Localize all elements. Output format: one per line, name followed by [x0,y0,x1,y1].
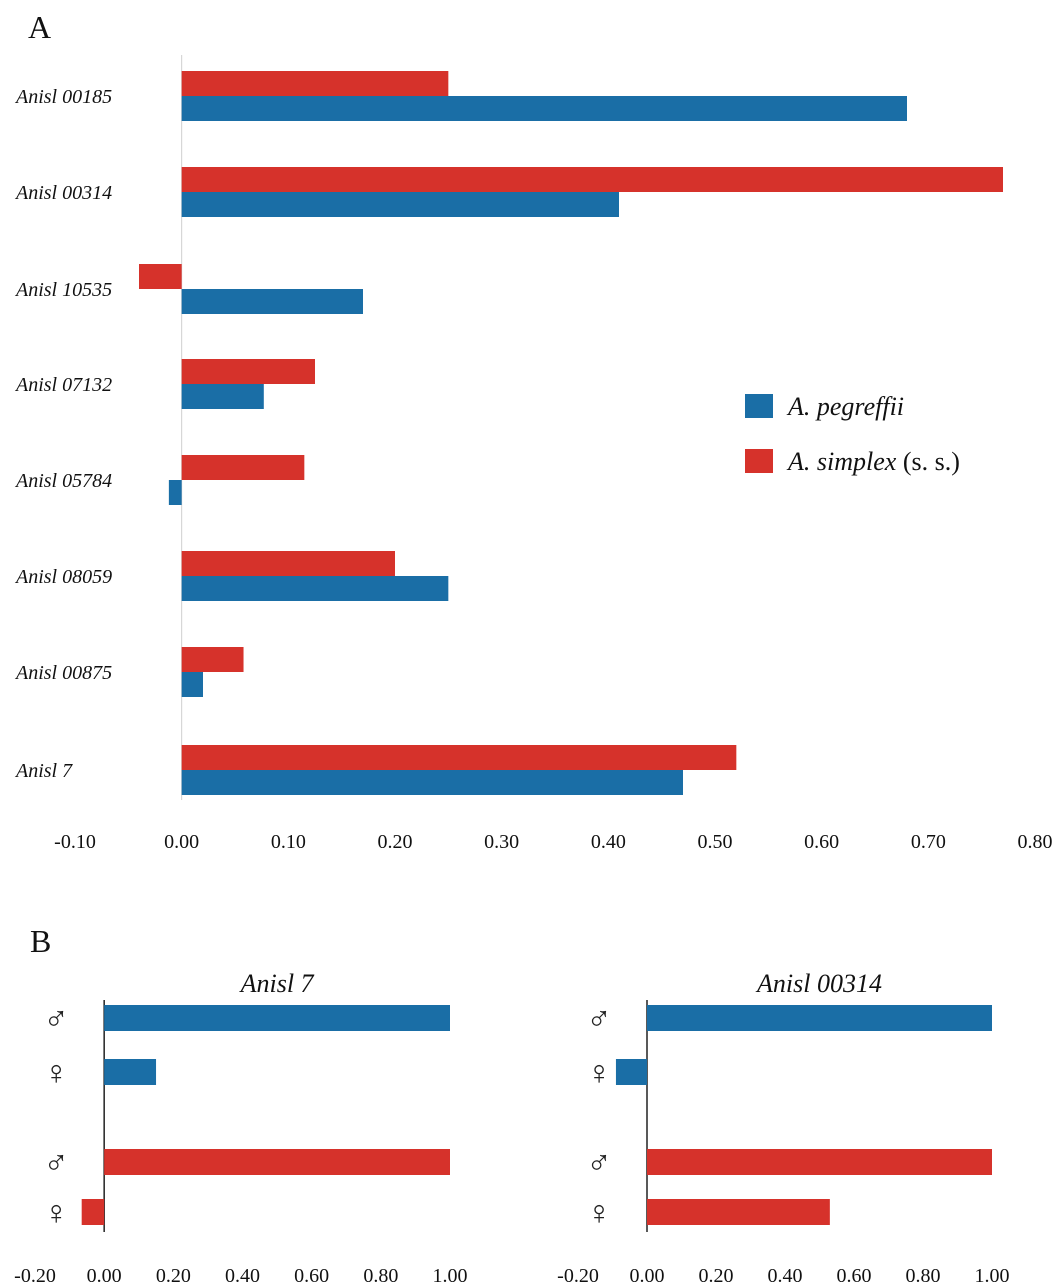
panel-b-left-male-symbol: ♂ [43,1145,69,1182]
panel-b-right-bar-female-a-pegreffii [615,1059,647,1085]
panel-b-left-bar-male-a-pegreffii [104,1005,451,1031]
panel-b-right-x-tick-label: 0.60 [837,1265,872,1285]
panel-b-left-male-symbol: ♂ [43,1001,69,1038]
category-label-anisl-10535: Anisl 10535 [14,279,112,301]
panel-b-right-male-symbol: ♂ [586,1145,612,1182]
panel-a-chart: Anisl 00185 Anisl 00314 Anisl 10535 Anisl 0… [14,55,1053,853]
panel-b-right-bar-female-a-simplex-s-s [647,1199,830,1225]
panel-b-left-title: Anisl 7 [239,969,315,998]
panel-a-x-tick-label: 0.10 [271,831,306,853]
panel-b-right-x-tick-label: 0.00 [630,1265,665,1285]
panel-b-right-x-tick-label: 0.20 [699,1265,734,1285]
panel-a-x-tick-label: 0.40 [591,831,626,853]
panel-b-left-x-tick-label: 0.80 [363,1265,398,1285]
bar-a-simplex-s-s-anisl-00185 [181,71,449,96]
bar-a-pegreffii-anisl-07132 [181,384,264,409]
panel-b-left-bar-female-a-simplex-s-s [81,1199,105,1225]
legend-swatch-a-pegreffii [745,394,773,418]
bar-a-simplex-s-s-anisl-08059 [181,551,395,576]
panel-a-x-tick-label: 0.50 [698,831,733,853]
bar-a-pegreffii-anisl-05784 [168,480,182,505]
category-label-anisl-00875: Anisl 00875 [14,662,112,684]
panel-b-left-x-tick-label: 1.00 [433,1265,468,1285]
panel-a-x-tick-label: 0.70 [911,831,946,853]
panel-b-right-x-tick-label: 1.00 [975,1265,1010,1285]
panel-a-x-tick-label: 0.30 [484,831,519,853]
legend-label-a-simplex-s-s: A. simplex (s. s.) [786,447,960,476]
panel-b-right-bar-male-a-pegreffii [647,1005,992,1031]
panel-b-left-x-tick-label: 0.40 [225,1265,260,1285]
panel-b-left-female-symbol: ♀ [43,1195,69,1232]
panel-b-right-x-tick-label: 0.40 [768,1265,803,1285]
panel-a-x-tick-label: 0.80 [1018,831,1053,853]
bar-a-pegreffii-anisl-08059 [181,576,449,601]
bar-a-simplex-s-s-anisl-10535 [139,264,182,289]
panel-b-right-male-symbol: ♂ [586,1001,612,1038]
bar-a-pegreffii-anisl-00314 [181,192,619,217]
bar-a-pegreffii-anisl-10535 [181,289,363,314]
panel-b-right-chart: Anisl 00314 ♂ ♀ ♂ ♀ -0.20 0.00 0.20 0.40 0.60 0.80… [557,969,1009,1285]
panel-b-right-female-symbol: ♀ [586,1055,612,1092]
panel-b-right-x-tick-label: 0.80 [906,1265,941,1285]
panel-b-left-bar-female-a-pegreffii [104,1059,157,1085]
panel-a-x-tick-label: 0.00 [164,831,199,853]
panel-b-right-title: Anisl 00314 [755,969,882,998]
legend-swatch-a-simplex-s-s [745,449,773,473]
category-label-anisl-08059: Anisl 08059 [14,566,112,588]
legend-label-a-pegreffii: A. pegreffii [786,392,904,421]
panel-b-left-x-tick-label: 0.00 [87,1265,122,1285]
panel-b-left-female-symbol: ♀ [43,1055,69,1092]
panel-a-x-tick-label: -0.10 [54,831,96,853]
bar-a-simplex-s-s-anisl-00314 [181,167,1003,192]
category-label-anisl-00314: Anisl 00314 [14,182,112,204]
panel-b-right-bar-male-a-simplex-s-s [647,1149,992,1175]
bar-a-pegreffii-anisl-00185 [181,96,907,121]
panel-b-left-chart: Anisl 7 ♂ ♀ ♂ ♀ -0.20 0.00 0.20 0.40 0.60 0.80 1.00 [14,969,467,1285]
legend: A. pegreffii A. simplex (s. s.) [745,392,960,476]
panel-a-x-tick-label: 0.60 [804,831,839,853]
panel-b-left-x-tick-label: 0.60 [294,1265,329,1285]
category-label-anisl-07132: Anisl 07132 [14,374,112,396]
bar-a-simplex-s-s-anisl-00875 [181,647,244,672]
panel-b-left-x-tick-label: 0.20 [156,1265,191,1285]
category-label-anisl-7: Anisl 7 [14,760,73,782]
panel-b-left-x-tick-label: -0.20 [14,1265,56,1285]
panel-b-letter: B [30,923,51,959]
panel-a-x-tick-label: 0.20 [378,831,413,853]
category-label-anisl-00185: Anisl 00185 [14,86,112,108]
bar-a-simplex-s-s-anisl-05784 [181,455,305,480]
panel-b-right-female-symbol: ♀ [586,1195,612,1232]
bar-a-pegreffii-anisl-7 [181,770,683,795]
category-label-anisl-05784: Anisl 05784 [14,470,112,492]
bar-a-pegreffii-anisl-00875 [181,672,203,697]
bar-a-simplex-s-s-anisl-7 [181,745,737,770]
panel-b-left-bar-male-a-simplex-s-s [104,1149,451,1175]
panel-a-letter: A [28,9,51,45]
panel-b-right-x-tick-label: -0.20 [557,1265,599,1285]
bar-a-simplex-s-s-anisl-07132 [181,359,315,384]
